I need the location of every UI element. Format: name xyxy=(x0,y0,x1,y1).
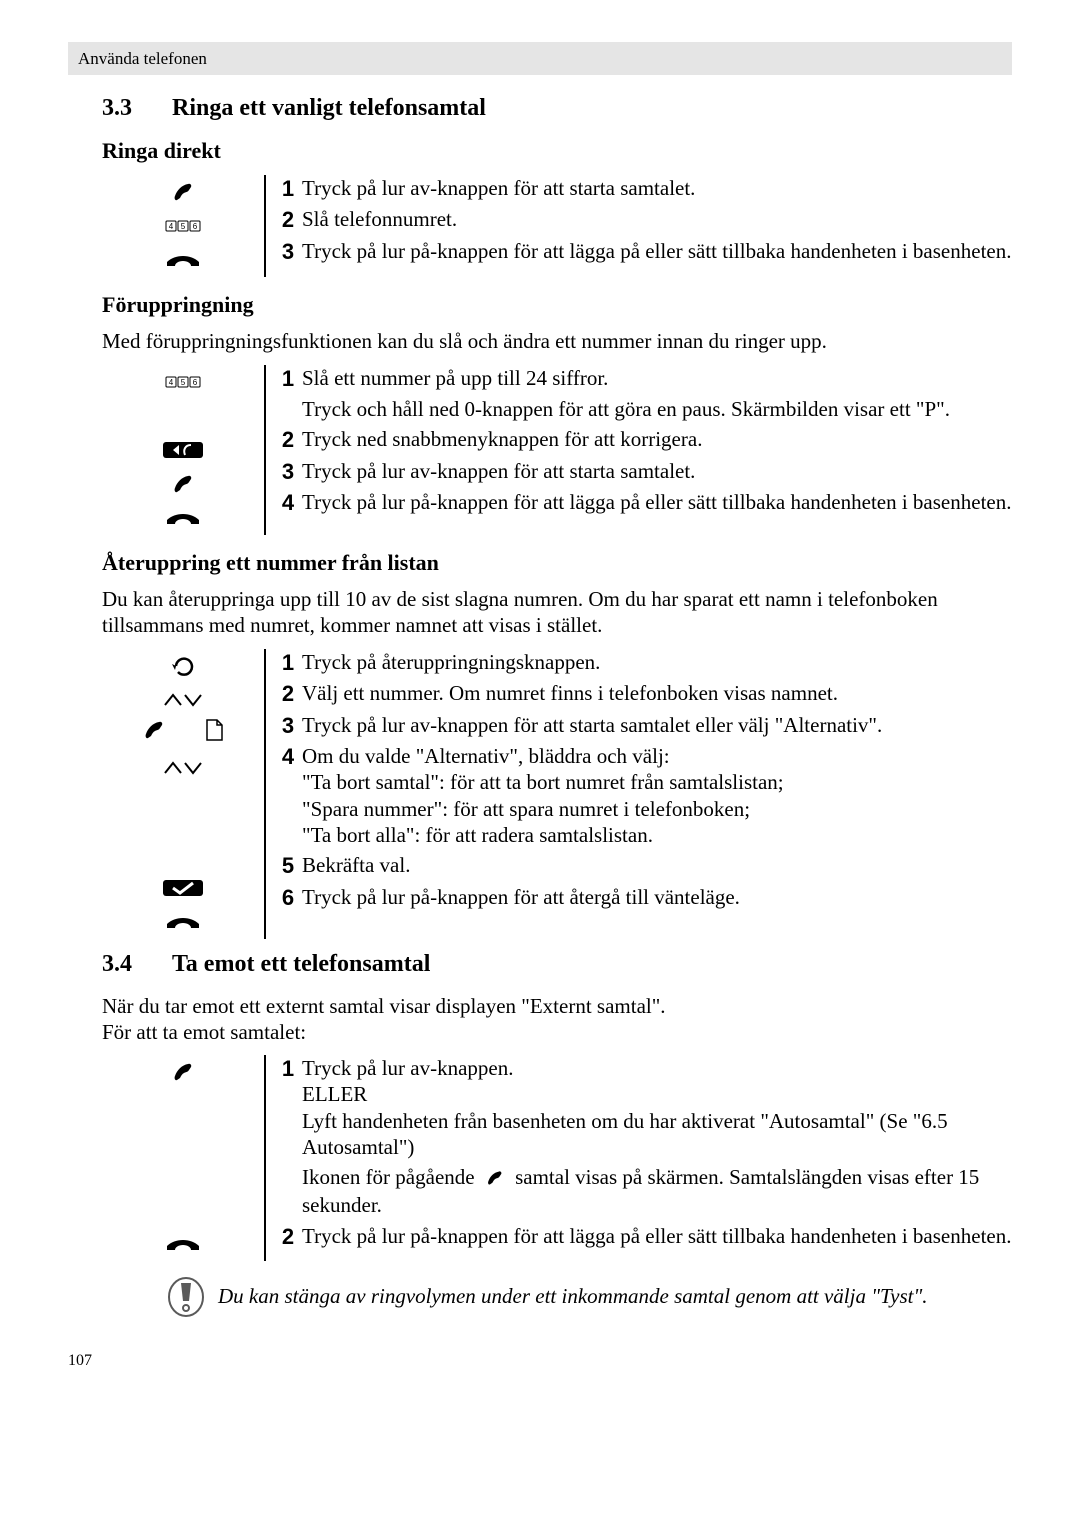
onhook-icon xyxy=(102,1227,264,1261)
step-number: 3 xyxy=(274,712,302,740)
page-number: 107 xyxy=(68,1351,1012,1371)
step-text: Slå telefonnumret. xyxy=(302,206,1011,234)
section-number: 3.3 xyxy=(102,93,172,123)
step-note: Tryck och håll ned 0-knappen för att gör… xyxy=(302,396,1011,422)
page: Använda telefonen 3.3Ringa ett vanligt t… xyxy=(0,0,1080,1421)
step-text: Bekräfta val. xyxy=(302,852,882,880)
steps-redial: 1Tryck på återuppringningsknappen. 2Välj… xyxy=(102,649,1012,939)
step-number: 2 xyxy=(274,1223,302,1251)
onhook-icon xyxy=(102,501,264,535)
keypad-icon xyxy=(102,365,264,399)
tip-block: Du kan stänga av ringvolymen under ett i… xyxy=(168,1277,1012,1323)
step-note: Ikonen för pågående samtal visas på skär… xyxy=(302,1164,1012,1219)
step-number: 4 xyxy=(274,489,302,517)
step-number: 4 xyxy=(274,743,302,848)
section-title: Ta emot ett telefonsamtal xyxy=(172,951,430,977)
offhook-icon xyxy=(486,1166,504,1192)
steps-direct: 1Tryck på lur av-knappen för att starta … xyxy=(102,175,1012,277)
section-number: 3.4 xyxy=(102,949,172,979)
step-number: 1 xyxy=(274,1055,302,1160)
step-text: Om du valde "Alternativ", bläddra och vä… xyxy=(302,743,882,848)
step-text: Slå ett nummer på upp till 24 siffror. xyxy=(302,365,1011,393)
step-number: 1 xyxy=(274,175,302,203)
sec34-intro: När du tar emot ett externt samtal visar… xyxy=(102,993,1012,1046)
offhook-icon xyxy=(102,175,264,209)
offhook-icon xyxy=(102,467,264,501)
page-icon xyxy=(205,719,224,747)
tip-text: Du kan stänga av ringvolymen under ett i… xyxy=(218,1277,928,1309)
section-heading-3-3: 3.3Ringa ett vanligt telefonsamtal xyxy=(102,93,1012,123)
keypad-icon xyxy=(102,209,264,243)
step-number: 1 xyxy=(274,649,302,677)
step-text: Tryck på lur på-knappen för att lägga på… xyxy=(302,489,1011,517)
section-heading-3-4: 3.4Ta emot ett telefonsamtal xyxy=(102,949,1012,979)
onhook-icon xyxy=(102,905,264,939)
updown-icon xyxy=(102,751,264,785)
back-icon xyxy=(102,433,264,467)
step-text: Tryck på återuppringningsknappen. xyxy=(302,649,882,677)
step-number: 1 xyxy=(274,365,302,393)
step-text: Tryck ned snabbmenyknappen för att korri… xyxy=(302,426,1011,454)
subheading-predial: Föruppringning xyxy=(102,291,1012,319)
steps-predial: 1Slå ett nummer på upp till 24 siffror. … xyxy=(102,365,1012,535)
ok-icon xyxy=(102,871,264,905)
step-number: 3 xyxy=(274,458,302,486)
subheading-direct: Ringa direkt xyxy=(102,137,1012,165)
subheading-redial: Återuppring ett nummer från listan xyxy=(102,549,1012,577)
step-text: Tryck på lur av-knappen för att starta s… xyxy=(302,175,1011,203)
running-header: Använda telefonen xyxy=(68,42,1012,75)
predial-intro: Med föruppringningsfunktionen kan du slå… xyxy=(102,328,1012,354)
step-text: Tryck på lur på-knappen för att lägga på… xyxy=(302,1223,1012,1251)
step-number: 2 xyxy=(274,206,302,234)
tip-icon xyxy=(168,1277,218,1323)
step-number: 3 xyxy=(274,238,302,266)
step-number: 2 xyxy=(274,680,302,708)
step-text: Tryck på lur på-knappen för att återgå t… xyxy=(302,884,882,912)
step-text: Tryck på lur av-knappen för att starta s… xyxy=(302,712,882,740)
updown-icon xyxy=(102,683,264,717)
offhook-icon xyxy=(102,1055,264,1089)
step-text: Tryck på lur av-knappen. ELLER Lyft hand… xyxy=(302,1055,1012,1160)
step-text: Tryck på lur på-knappen för att lägga på… xyxy=(302,238,1011,266)
offhook-icon xyxy=(143,720,165,746)
step-number: 6 xyxy=(274,884,302,912)
section-title: Ringa ett vanligt telefonsamtal xyxy=(172,95,486,121)
onhook-icon xyxy=(102,243,264,277)
step-text: Tryck på lur av-knappen för att starta s… xyxy=(302,458,1011,486)
step-text: Välj ett nummer. Om numret finns i telef… xyxy=(302,680,882,708)
redial-icon xyxy=(102,649,264,683)
redial-intro: Du kan återuppringa upp till 10 av de si… xyxy=(102,586,1012,639)
steps-receive: 1 Tryck på lur av-knappen. ELLER Lyft ha… xyxy=(102,1055,1012,1261)
step-number: 2 xyxy=(274,426,302,454)
step-number: 5 xyxy=(274,852,302,880)
